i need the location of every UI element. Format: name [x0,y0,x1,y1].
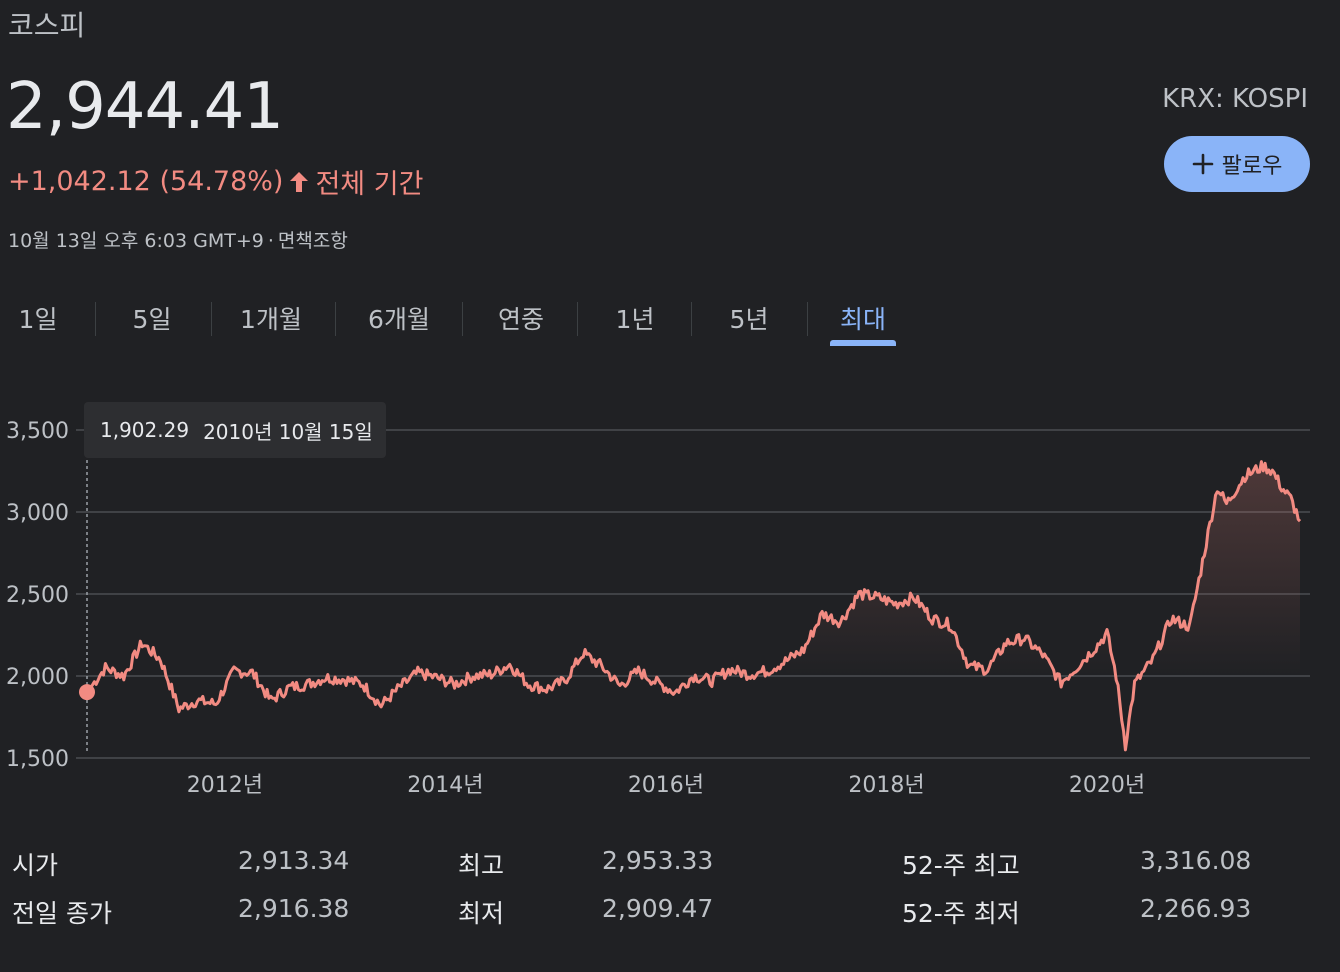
tab-max[interactable]: 최대 [839,305,886,334]
tooltip-date: 2010년 10월 15일 [203,419,373,444]
tab-6m[interactable]: 6개월 [368,305,430,334]
y-axis-labels: 3,500 3,000 2,500 2,000 1,500 [6,419,69,772]
x-tick-label: 2012년 [187,773,263,798]
stat-low-value: 2,909.47 [602,894,714,923]
stat-high-label: 최고 [458,851,505,880]
active-tab-indicator [830,340,896,346]
y-tick-label: 2,500 [6,583,69,608]
tooltip-value: 1,902.29 [100,418,190,442]
tab-1m[interactable]: 1개월 [240,305,302,334]
x-tick-label: 2018년 [848,773,924,798]
stat-high-value: 2,953.33 [602,846,714,875]
current-price: 2,944.41 [6,70,284,144]
change-period: 전체 기간 [315,169,424,200]
price-change: +1,042.12 (54.78%) [8,166,284,197]
price-line [85,460,1302,752]
tab-divider [462,302,463,336]
exchange-symbol: KRX: KOSPI [1162,84,1308,114]
arrow-up-icon [289,171,309,193]
tab-1d[interactable]: 1일 [18,305,58,334]
tab-5y[interactable]: 5년 [729,305,769,334]
tab-1y[interactable]: 1년 [615,305,655,334]
stat-52w-high-value: 3,316.08 [1140,846,1252,875]
stat-open-value: 2,913.34 [238,846,350,875]
stat-low-label: 최저 [458,899,505,928]
price-area [785,461,1300,676]
y-tick-label: 3,000 [6,501,69,526]
y-tick-label: 2,000 [6,665,69,690]
disclaimer-link[interactable]: 면책조항 [277,230,348,252]
range-tabs: 1일 5일 1개월 6개월 연중 1년 5년 최대 [0,294,920,350]
tab-5d[interactable]: 5일 [132,305,172,334]
chart-tooltip: 1,902.29 2010년 10월 15일 [84,402,386,458]
stat-prev-close-value: 2,916.38 [238,894,350,923]
hover-point [79,684,95,701]
stat-open-label: 시가 [12,851,59,880]
y-tick-label: 1,500 [6,747,69,772]
price-chart[interactable]: 3,500 3,000 2,500 2,000 1,500 2012년 2014년 2016… [0,380,1340,820]
stat-52w-low-label: 52-주 최저 [902,899,1020,928]
tab-divider [335,302,336,336]
separator-dot: · [267,230,274,252]
tab-divider [807,302,808,336]
quote-timestamp-row: 10월 13일 오후 6:03 GMT+9 · 면책조항 [8,226,348,253]
stats-table: 시가 2,913.34 전일 종가 2,916.38 최고 2,953.33 최… [0,840,1340,940]
tab-ytd[interactable]: 연중 [497,305,544,334]
stat-prev-close-label: 전일 종가 [12,899,112,928]
x-tick-label: 2016년 [628,773,704,798]
tab-divider [577,302,578,336]
index-name: 코스피 [8,9,86,42]
tab-divider [95,302,96,336]
chart-gridlines [76,429,1310,759]
plus-icon [1192,153,1214,175]
quote-timestamp: 10월 13일 오후 6:03 GMT+9 [8,230,264,252]
stat-52w-low-value: 2,266.93 [1140,894,1252,923]
price-change-row: +1,042.12 (54.78%) 전체 기간 [8,162,423,201]
tab-divider [691,302,692,336]
tab-divider [211,302,212,336]
x-tick-label: 2014년 [407,773,483,798]
x-axis-labels: 2012년 2014년 2016년 2018년 2020년 [187,773,1145,798]
x-tick-label: 2020년 [1069,773,1145,798]
follow-button[interactable]: 팔로우 [1164,136,1310,192]
y-tick-label: 3,500 [6,419,69,444]
stat-52w-high-label: 52-주 최고 [902,851,1020,880]
follow-label: 팔로우 [1221,154,1283,179]
